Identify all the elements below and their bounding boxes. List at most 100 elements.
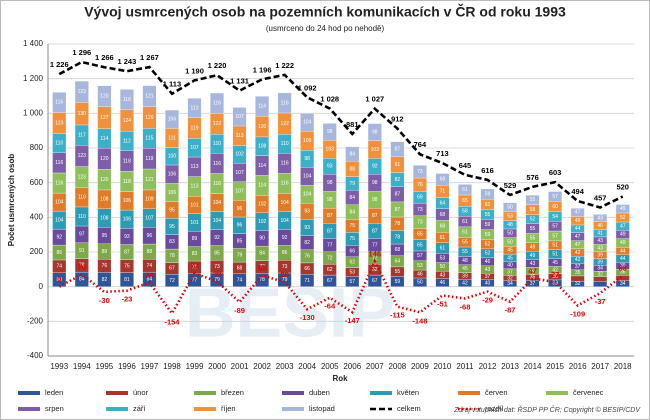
segment-label: 67 (372, 278, 378, 284)
data-label: 603 (549, 168, 562, 177)
x-tick-label: 2000 (208, 362, 226, 371)
data-label: -109 (570, 310, 585, 319)
x-tick-label: 2006 (343, 362, 361, 371)
segment-label: 62 (372, 267, 378, 273)
data-label: 30 (213, 269, 221, 278)
segment-label: 96 (237, 223, 243, 229)
data-label: 24 (145, 270, 154, 279)
bar-segment (142, 85, 157, 107)
bar-segment (322, 123, 337, 141)
data-label: 912 (391, 115, 404, 124)
segment-label: 116 (55, 100, 63, 106)
legend: leden únor březen duben květen červen červenec… (18, 388, 604, 413)
segment-label: 92 (372, 164, 378, 170)
data-label: -154 (164, 317, 180, 326)
segment-label: 104 (213, 218, 222, 224)
segment-label: 113 (191, 184, 199, 190)
segment-label: 71 (304, 278, 310, 284)
segment-label: 116 (213, 181, 221, 187)
segment-label: 45 (507, 255, 513, 261)
segment-label: 37 (507, 269, 513, 275)
segment-label: 110 (213, 141, 221, 147)
segment-label: 104 (280, 200, 289, 206)
data-label: 576 (526, 173, 539, 182)
y-tick-label: 1 200 (23, 74, 44, 83)
segment-label: 95 (169, 207, 175, 213)
segment-label: 49 (530, 244, 536, 250)
data-label: 457 (594, 193, 607, 202)
segment-label: 59 (485, 232, 491, 238)
segment-label: 101 (190, 202, 199, 208)
legend-label: srpen (45, 404, 64, 413)
segment-label: 104 (280, 218, 289, 224)
segment-label: 87 (395, 207, 401, 213)
data-label: 494 (571, 187, 584, 196)
segment-label: 104 (213, 200, 222, 206)
segment-label: 121 (145, 177, 154, 183)
segment-label: 47 (575, 234, 581, 240)
segment-label: 81 (124, 277, 130, 283)
segment-label: 49 (620, 232, 626, 238)
x-tick-label: 2013 (501, 362, 519, 371)
segment-label: 110 (78, 214, 86, 220)
segment-label: 82 (395, 177, 401, 183)
segment-label: 104 (303, 192, 312, 198)
segment-label: 53 (349, 270, 355, 276)
bar-segment (570, 208, 585, 217)
segment-label: 43 (597, 238, 603, 244)
segment-label: 46 (440, 280, 446, 286)
segment-label: 87 (124, 249, 130, 255)
bar-segment (570, 275, 585, 282)
segment-label: 116 (281, 100, 289, 106)
segment-label: 39 (597, 253, 603, 259)
segment-label: 75 (124, 263, 130, 269)
segment-label: 123 (78, 89, 87, 95)
segment-label: 69 (417, 194, 423, 200)
segment-label: 93 (304, 209, 310, 215)
segment-label: 86 (282, 250, 288, 256)
segment-label: 44 (620, 256, 626, 262)
y-tick-label: 200 (30, 247, 44, 256)
segment-label: 57 (349, 279, 355, 285)
data-label: 713 (436, 149, 449, 158)
segment-label: 78 (259, 277, 265, 283)
chart-subtitle: (usmrceno do 24 hod po nehodě) (266, 24, 385, 33)
segment-label: 116 (213, 100, 221, 106)
segment-label: 123 (78, 153, 87, 159)
data-label: 1 113 (163, 80, 181, 89)
segment-label: 40 (530, 268, 536, 274)
segment-label: 42 (575, 257, 581, 263)
segment-label: 46 (417, 271, 423, 277)
segment-label: 34 (597, 266, 603, 272)
segment-label: 103 (326, 147, 335, 153)
y-tick-label: 1 000 (23, 108, 44, 117)
data-label: 881 (346, 120, 359, 129)
segment-label: 72 (259, 264, 265, 270)
y-tick-label: 400 (30, 212, 44, 221)
segment-label: 84 (147, 277, 153, 283)
segment-label: 46 (597, 223, 603, 229)
x-tick-label: 2011 (456, 362, 474, 371)
data-label: -89 (234, 306, 245, 315)
segment-label: 95 (102, 233, 108, 239)
segment-label: 88 (349, 166, 355, 172)
data-label: 616 (481, 166, 494, 175)
segment-label: 78 (395, 235, 401, 241)
bar-segment (503, 202, 517, 212)
data-label: 520 (616, 183, 629, 192)
x-axis-label: Rok (332, 374, 348, 383)
segment-label: 74 (56, 264, 62, 270)
bar-segment (615, 204, 630, 214)
segment-label: 49 (530, 253, 536, 259)
legend-label: leden (45, 388, 63, 397)
x-tick-label: 2009 (411, 362, 429, 371)
data-label: 47 (528, 267, 536, 276)
bar-segment (345, 146, 360, 162)
segment-label: 71 (440, 189, 446, 195)
x-tick-label: 1993 (50, 362, 68, 371)
segment-label: 114 (258, 163, 266, 169)
y-tick-label: 0 (39, 282, 44, 291)
data-label: 1 131 (230, 77, 249, 86)
segment-label: 90 (259, 236, 265, 242)
segment-label: 108 (100, 215, 109, 221)
